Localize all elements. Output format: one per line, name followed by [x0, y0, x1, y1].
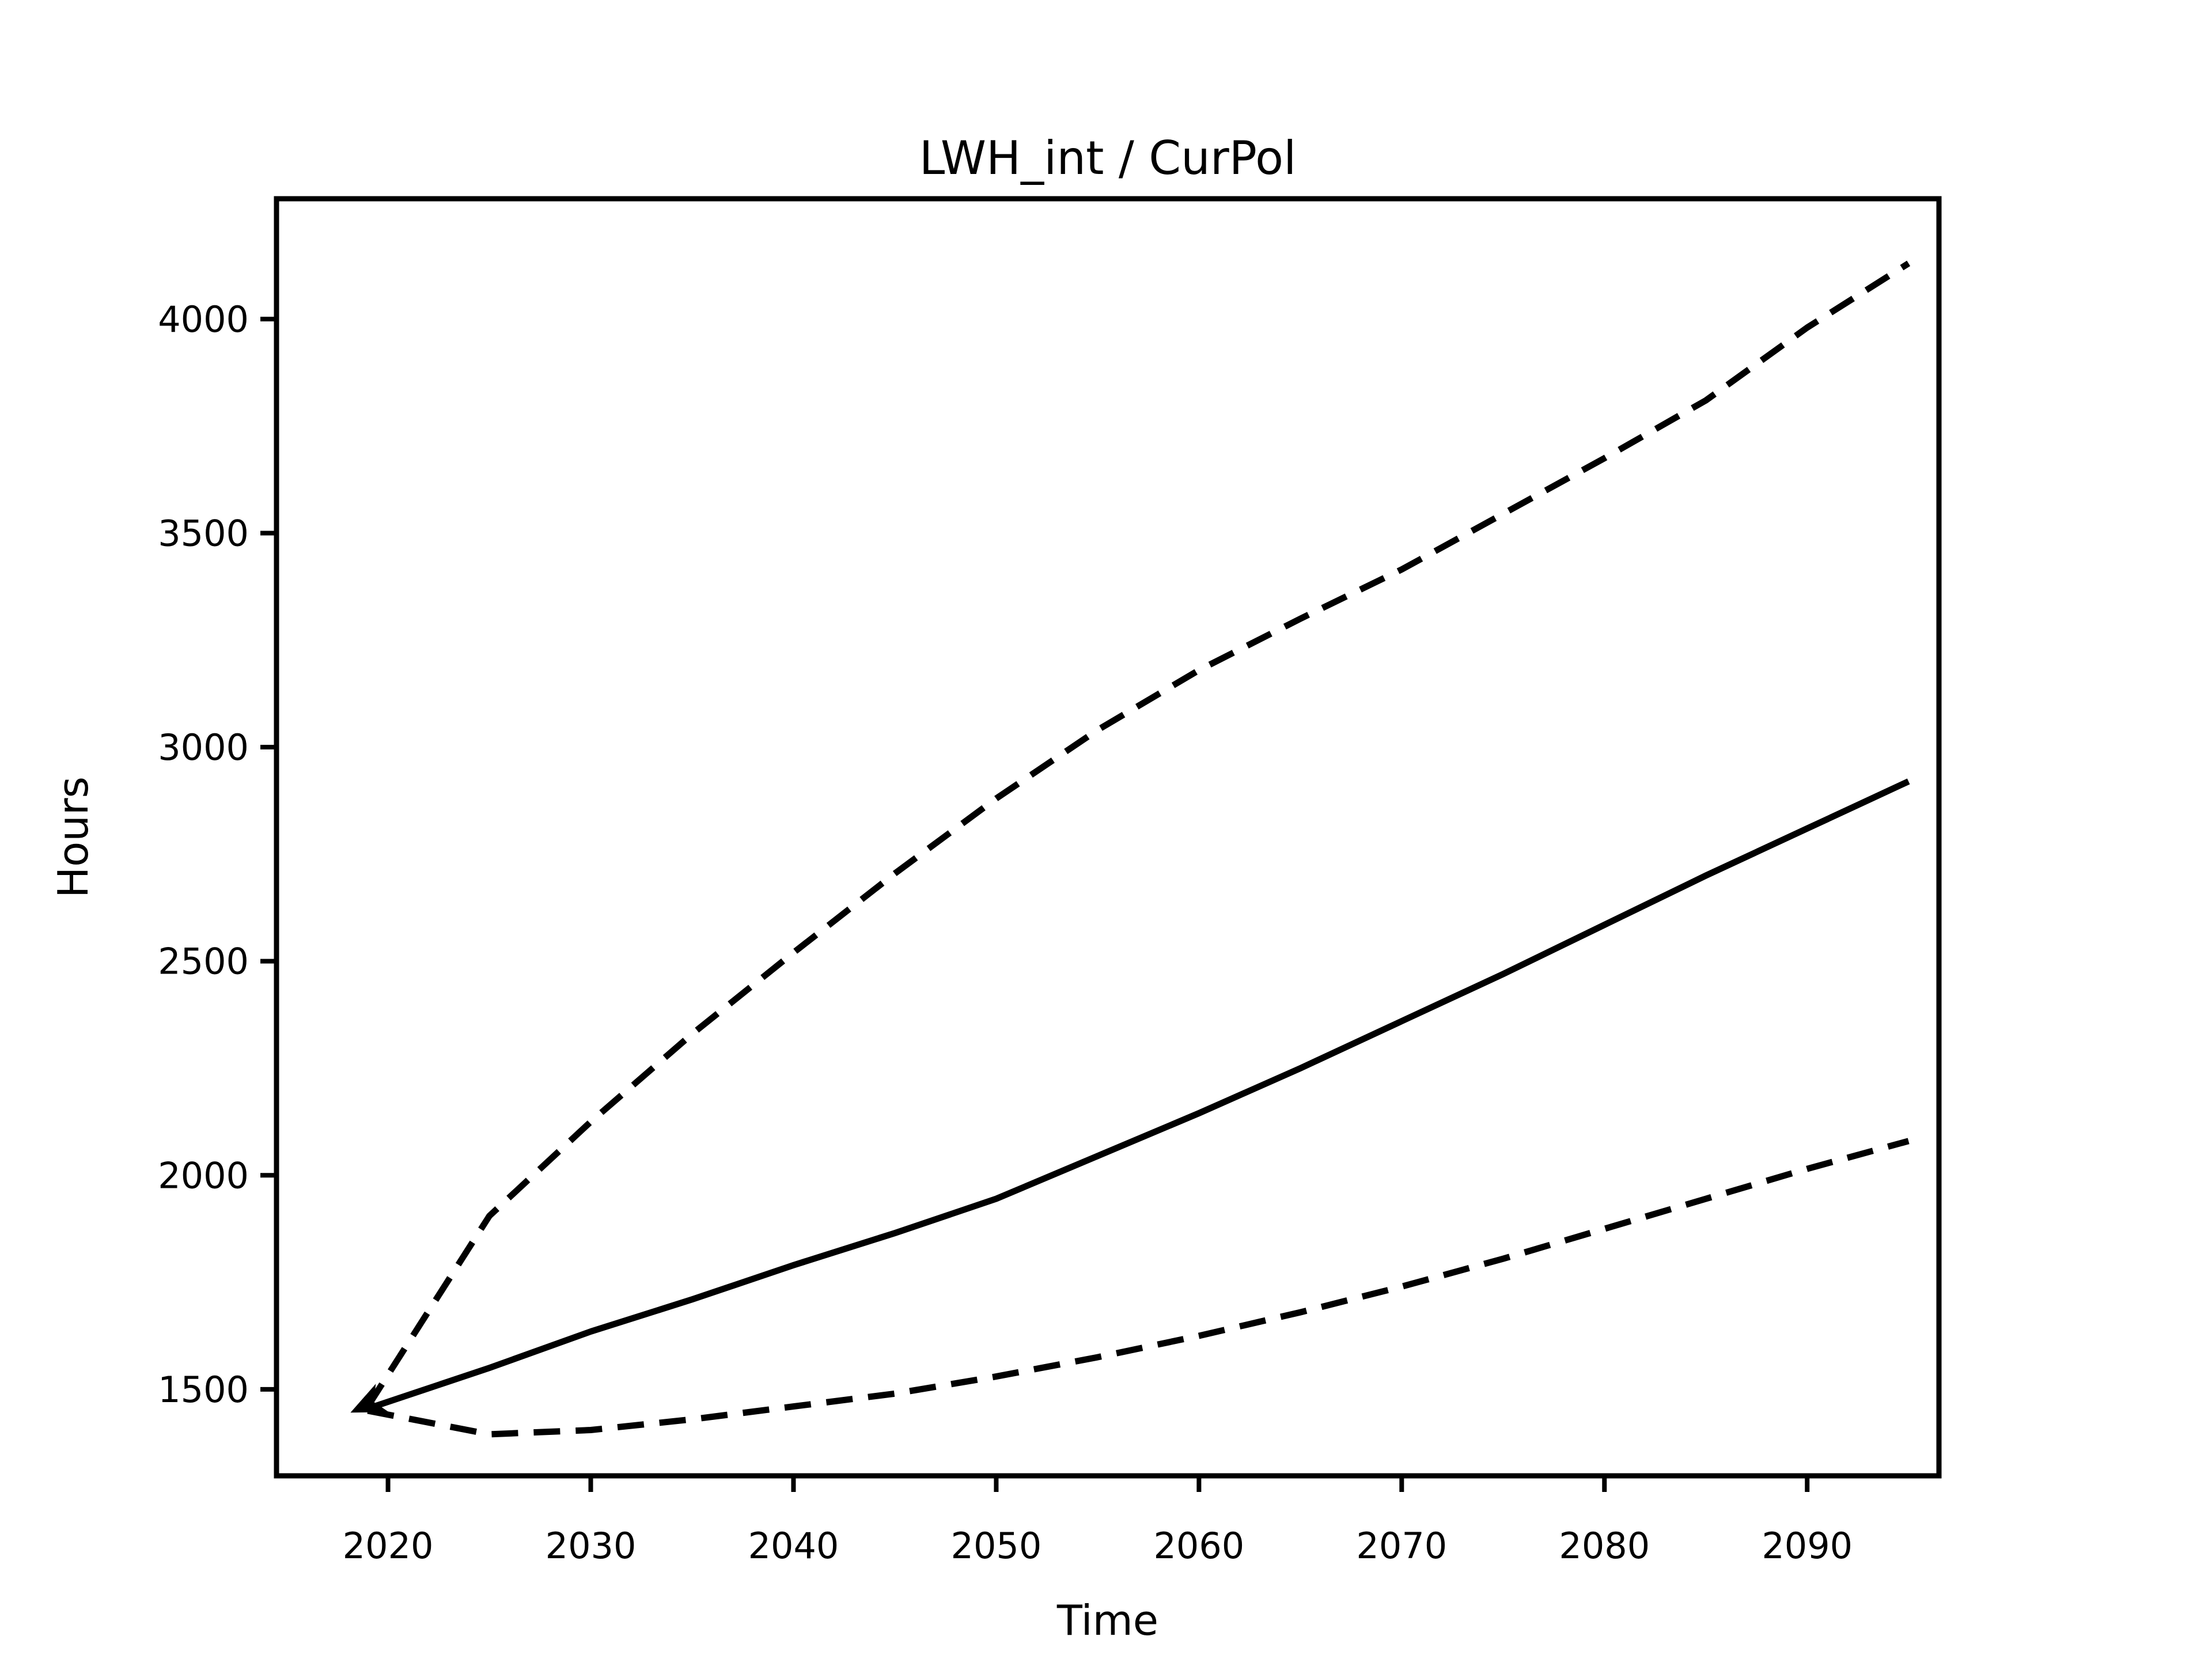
start-arrowhead-icon	[350, 1384, 389, 1413]
x-tick-label: 2080	[1559, 1525, 1650, 1567]
upper-bound-line	[365, 260, 1911, 1408]
y-tick-label: 3000	[158, 726, 249, 768]
x-tick-label: 2090	[1762, 1525, 1853, 1567]
x-axis-label: Time	[1056, 1596, 1158, 1645]
central-line	[366, 778, 1910, 1412]
x-tick-label: 2060	[1153, 1525, 1244, 1567]
y-tick-label: 1500	[158, 1369, 249, 1411]
y-axis: 1500 2000 2500 3000 3500 4000	[158, 298, 276, 1411]
plot-frame	[274, 196, 1942, 1479]
lower-bound-line	[367, 1138, 1910, 1438]
x-tick-label: 2040	[748, 1525, 839, 1567]
chart-title: LWH_int / CurPol	[919, 131, 1297, 185]
x-tick-label: 2020	[343, 1525, 434, 1567]
series-lines	[365, 260, 1911, 1438]
x-axis: 2020 2030 2040 2050 2060 2070 2080 2090	[343, 1476, 1853, 1567]
y-tick-label: 2500	[158, 941, 249, 983]
y-tick-label: 3500	[158, 512, 249, 554]
x-tick-label: 2050	[951, 1525, 1042, 1567]
y-tick-label: 2000	[158, 1154, 249, 1196]
y-axis-label: Hours	[49, 777, 97, 898]
y-tick-label: 4000	[158, 298, 249, 340]
x-tick-label: 2070	[1356, 1525, 1447, 1567]
x-tick-label: 2030	[546, 1525, 637, 1567]
